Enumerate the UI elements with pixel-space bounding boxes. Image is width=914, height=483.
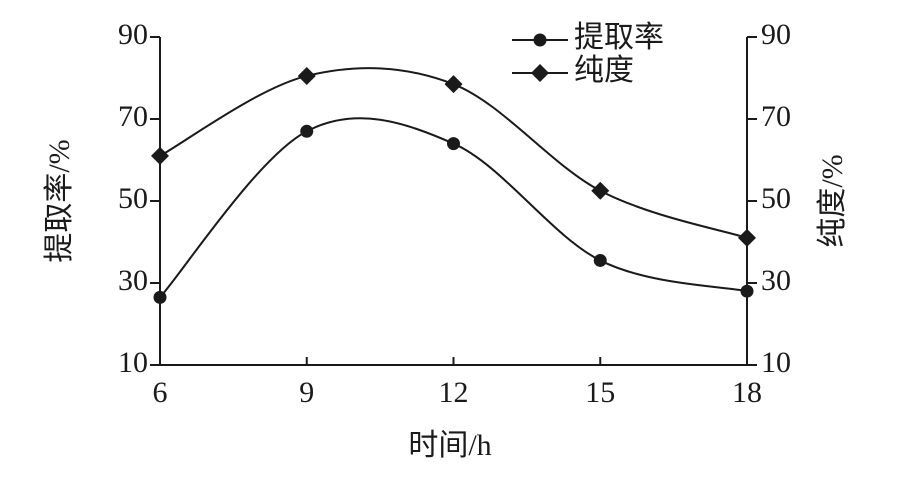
y-tick-label: 70 xyxy=(118,100,148,133)
data-point xyxy=(300,124,314,138)
data-point xyxy=(297,66,316,85)
x-tick-label: 18 xyxy=(732,376,762,409)
series-line xyxy=(159,67,748,239)
y2-tick-label: 70 xyxy=(761,100,791,133)
y2-tick-label: 30 xyxy=(761,264,791,297)
x-tick-label: 12 xyxy=(439,376,469,409)
data-point xyxy=(738,228,756,247)
data-point xyxy=(153,290,167,304)
y-tick-label: 50 xyxy=(118,182,148,215)
legend-label: 提取率 xyxy=(574,21,664,54)
legend-marker xyxy=(531,64,549,82)
x-axis-label: 时间/h xyxy=(408,429,491,462)
x-tick-label: 15 xyxy=(585,376,615,409)
data-point xyxy=(444,75,463,94)
y-tick-label: 90 xyxy=(118,18,148,51)
y-axis-label: 提取率/% xyxy=(43,139,76,262)
data-point xyxy=(740,284,754,298)
data-point xyxy=(591,181,610,200)
x-tick-label: 9 xyxy=(299,376,314,409)
legend-marker xyxy=(533,33,547,47)
data-point xyxy=(593,253,607,267)
y2-tick-label: 90 xyxy=(761,18,791,51)
y2-tick-label: 10 xyxy=(761,346,791,379)
y2-tick-label: 50 xyxy=(761,182,791,215)
data-point xyxy=(151,146,169,165)
x-tick-label: 6 xyxy=(153,376,168,409)
y-tick-label: 30 xyxy=(118,264,148,297)
legend-label: 纯度 xyxy=(574,54,634,87)
y-tick-label: 10 xyxy=(118,346,148,379)
y2-axis-label: 纯度/% xyxy=(816,154,849,247)
data-point xyxy=(447,137,460,151)
